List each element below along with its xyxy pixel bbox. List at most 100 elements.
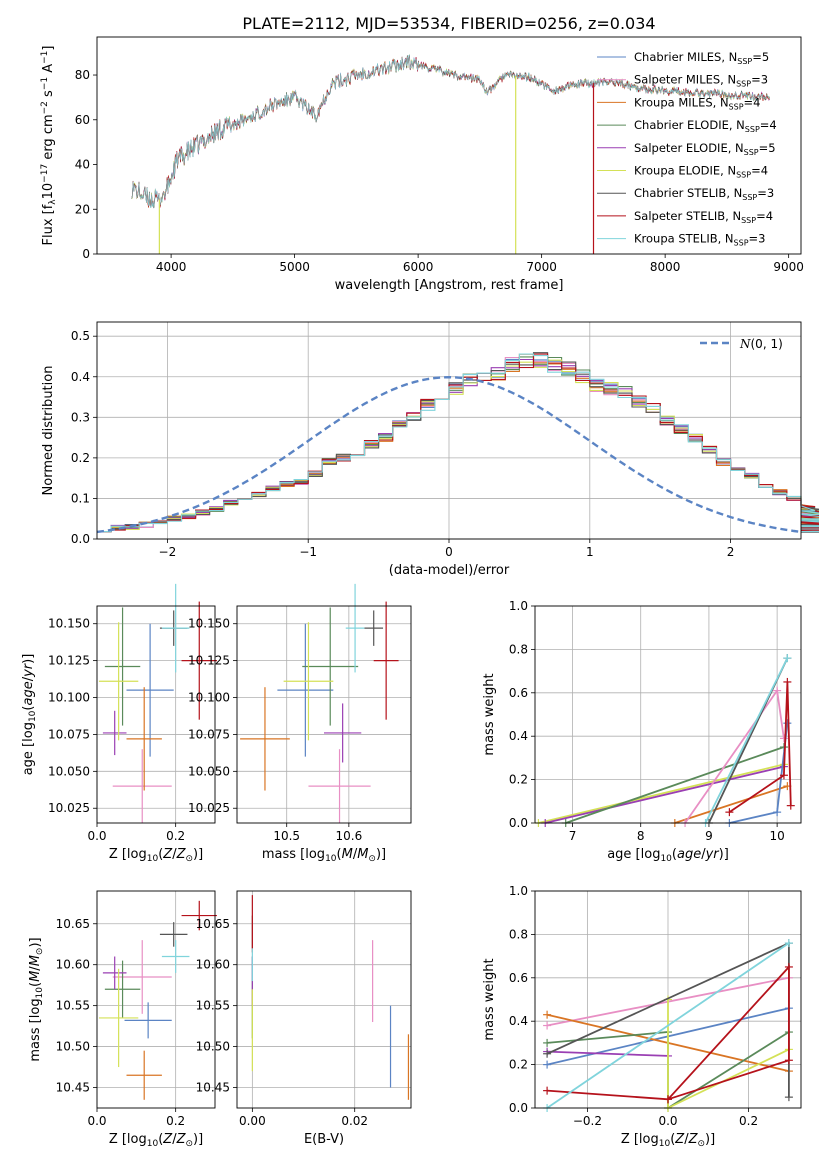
x-tick-label: 4000 [156,260,187,274]
y-tick-label: 10.125 [188,654,230,668]
axes-frame [96,321,802,540]
label-part: )] [193,1132,203,1147]
normal-curve [96,375,802,534]
label-part: Z [162,847,173,862]
label-part: ( [28,982,43,987]
label-part: )] [21,654,36,664]
label-part: ] [41,46,56,51]
legend-entry: Chabrier ELODIE, NSSP=4 [634,118,777,134]
label-part: yr [21,662,36,678]
weight-line [544,765,785,824]
y-tick-label: 1.0 [509,884,528,898]
label-part: M [28,955,43,966]
label-part: 10 [660,854,672,864]
label-part: −1 [40,77,50,90]
label-part: ( [672,847,677,862]
x-tick-label: 7 [569,829,577,843]
axes-frame [534,890,802,1109]
label-part: erg cm [41,114,56,163]
x-tick-label: 0.02 [341,1114,368,1128]
x-tick-label: 6000 [403,260,434,274]
label-part: )] [376,847,386,862]
y-tick-label: 10.50 [196,1040,230,1054]
x-axis-label: Z [log10(Z/Z⊙)] [109,847,203,864]
x-tick-label: 9 [705,829,713,843]
label-part: Normed distribution [41,366,56,496]
y-tick-label: 10.55 [56,999,90,1013]
label-part: A [41,64,56,77]
age_vs_mass-axes: 10.5 10.6 10.025 10.050 10.075 10.100 10.125 10… [188,583,412,864]
y-axis-label: Normed distribution [41,366,56,496]
legend-nssp: =4 [760,118,777,132]
x-tick-label: 7000 [526,260,557,274]
legend-params: (0, 1) [751,337,783,351]
x-axis-label: Z [log10(Z/Z⊙)] [621,1132,715,1149]
y-tick-label: 10.150 [48,617,90,631]
y-tick-label: 0.0 [509,1101,528,1115]
y-tick-label: 80 [75,68,90,82]
legend-entry: Salpeter ELODIE, NSSP=5 [634,141,776,157]
legend: Chabrier MILES, NSSP=5 Salpeter MILES, N S… [597,50,777,248]
x-tick-label: 0.2 [739,1114,758,1128]
weight-line [565,746,785,824]
y-tick-label: 10.075 [188,727,230,741]
label-part: / [21,676,36,681]
label-part: (data-model)/error [389,563,510,578]
y-tick-label: 10.050 [188,764,230,778]
y-tick-label: 10.45 [196,1081,230,1095]
y-tick-label: 0.0 [509,816,528,830]
legend-label: Kroupa MILES, N [634,95,729,109]
legend-sub: SSP [742,193,757,202]
label-part: ⊙ [368,854,376,864]
label-part: 10 [41,183,56,200]
weight-line [728,681,792,813]
x-tick-label: 2 [727,545,735,559]
weight_vs_Z-axes: −0.2 0.0 0.20.00.20.40.60.81.0Z [log10(Z/Z… [482,884,802,1149]
x-axis-label: age [log10(age/yr)] [607,847,729,864]
label-part: λ [48,199,58,205]
label-part: mass weight [482,673,497,755]
legend-label: Salpeter MILES, N [634,73,736,87]
label-part: M [28,971,43,982]
label-part: ⊙ [697,1139,705,1149]
x-tick-label: 8 [637,829,645,843]
y-tick-label: 10.100 [188,691,230,705]
label-part: Z [176,1132,187,1147]
label-part: age [677,847,701,862]
y-tick-label: 0.5 [71,329,90,343]
legend-entry: Chabrier MILES, NSSP=5 [634,50,769,66]
label-part: −1 [40,51,50,64]
y-tick-label: 40 [75,158,90,172]
y-tick-label: 10.45 [56,1081,90,1095]
label-part: ⊙ [35,948,45,956]
y-tick-label: 0.4 [509,729,528,743]
legend-label: N [739,337,751,351]
legend-nssp: =3 [749,232,766,246]
weight-line [674,785,788,824]
label-part: mass [log [262,847,325,862]
legend-nssp: =4 [744,95,761,109]
y-tick-label: 10.100 [48,691,90,705]
x-tick-label: 8000 [650,260,681,274]
y-tick-label: 0.6 [509,971,528,985]
label-part: / [353,847,358,862]
label-part: / [28,966,43,971]
x-tick-label: 0.2 [166,829,185,843]
legend-sub: SSP [745,125,760,134]
x-tick-label: −1 [299,545,317,559]
y-tick-label: 0 [82,247,90,261]
x-tick-label: 0.0 [87,829,106,843]
legend-entry: Kroupa STELIB, NSSP=3 [634,232,765,248]
label-part: / [684,1132,689,1147]
x-axis-label: E(B-V) [304,1132,344,1147]
label-part: 10 [325,854,337,864]
x-axis-label: mass [log10(M/M⊙)] [262,847,386,864]
legend-label: Kroupa STELIB, N [634,232,734,246]
x-tick-label: 0.0 [87,1114,106,1128]
label-part: Z [674,1132,685,1147]
y-tick-label: 10.60 [196,958,230,972]
legend-entry: Salpeter STELIB, NSSP=4 [634,209,773,225]
label-part: wavelength [Angstrom, rest frame] [335,278,564,293]
y-tick-label: 1.0 [509,599,528,613]
